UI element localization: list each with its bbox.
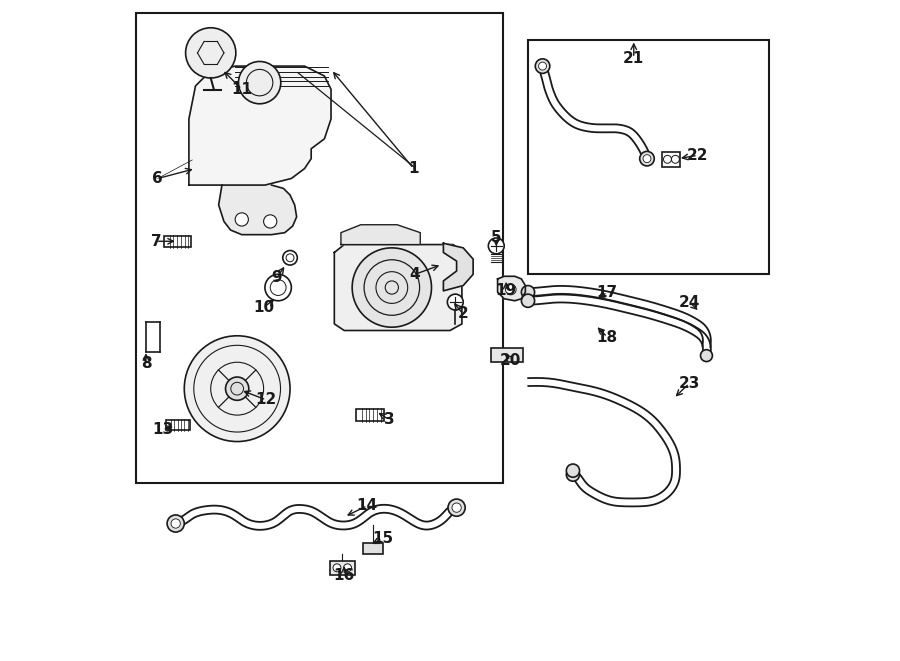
Polygon shape <box>219 185 297 235</box>
Circle shape <box>235 213 248 226</box>
Text: 20: 20 <box>500 353 521 368</box>
Text: 1: 1 <box>409 161 419 176</box>
Text: 9: 9 <box>272 270 282 285</box>
Text: 15: 15 <box>372 531 393 546</box>
Text: 18: 18 <box>597 330 618 344</box>
Polygon shape <box>341 225 420 245</box>
Circle shape <box>538 62 546 70</box>
Circle shape <box>344 564 352 572</box>
Circle shape <box>489 238 504 254</box>
Text: 19: 19 <box>496 284 517 298</box>
Circle shape <box>643 155 651 163</box>
Circle shape <box>352 248 431 327</box>
Text: 2: 2 <box>458 307 469 321</box>
Text: 13: 13 <box>152 422 173 437</box>
Text: 12: 12 <box>256 393 277 407</box>
Text: 14: 14 <box>356 498 378 513</box>
Polygon shape <box>334 245 462 330</box>
Circle shape <box>448 499 465 516</box>
Circle shape <box>447 294 464 310</box>
Bar <box>166 420 190 430</box>
Text: 7: 7 <box>150 234 161 249</box>
Circle shape <box>167 515 184 532</box>
Text: 6: 6 <box>152 171 163 186</box>
Bar <box>491 348 523 362</box>
Text: 3: 3 <box>384 412 394 427</box>
Bar <box>329 561 355 575</box>
Circle shape <box>185 28 236 78</box>
Circle shape <box>238 61 281 104</box>
Circle shape <box>171 519 180 528</box>
Circle shape <box>566 468 580 481</box>
Circle shape <box>521 286 535 299</box>
Bar <box>528 40 770 274</box>
Text: 24: 24 <box>679 295 700 309</box>
Circle shape <box>226 377 248 401</box>
Bar <box>356 409 384 421</box>
Circle shape <box>640 151 654 166</box>
Text: 23: 23 <box>679 376 700 391</box>
Bar <box>165 236 191 247</box>
Circle shape <box>333 564 341 572</box>
Circle shape <box>264 215 277 228</box>
Circle shape <box>566 464 580 477</box>
Circle shape <box>283 251 297 265</box>
Text: 5: 5 <box>491 231 501 245</box>
Circle shape <box>452 503 461 512</box>
Bar <box>363 543 382 554</box>
Circle shape <box>265 274 292 301</box>
Text: 17: 17 <box>597 285 618 299</box>
Text: 16: 16 <box>334 568 355 582</box>
Polygon shape <box>444 243 473 291</box>
Circle shape <box>536 59 550 73</box>
Circle shape <box>184 336 290 442</box>
Text: 22: 22 <box>687 148 708 163</box>
Text: 4: 4 <box>410 267 420 282</box>
Text: 11: 11 <box>231 82 252 97</box>
Circle shape <box>700 350 713 362</box>
Text: 10: 10 <box>253 300 274 315</box>
Polygon shape <box>189 66 331 185</box>
Text: 8: 8 <box>140 356 151 371</box>
Circle shape <box>521 294 535 307</box>
Bar <box>136 13 503 483</box>
Text: 21: 21 <box>623 51 644 65</box>
Polygon shape <box>498 276 526 301</box>
Bar <box>662 152 680 167</box>
Circle shape <box>506 284 516 295</box>
